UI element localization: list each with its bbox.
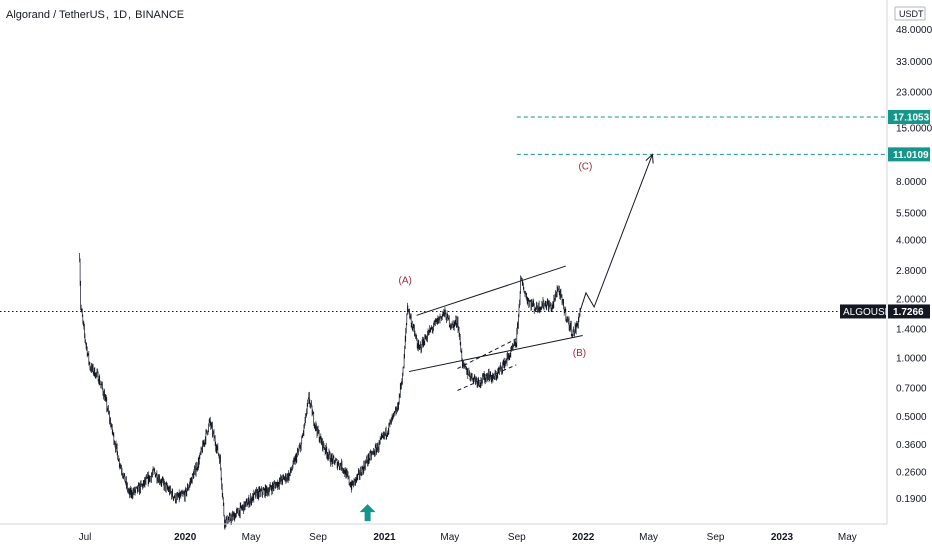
symbol-title: Algorand / TetherUS, 1D, BINANCE (6, 9, 185, 21)
price-tick-label: 48.0000 (896, 25, 932, 36)
price-tick-label: 0.7000 (896, 384, 927, 395)
price-tick-label: 0.3600 (896, 440, 927, 451)
unit-label: USDT (899, 9, 924, 19)
dashed-channel-line (457, 364, 517, 391)
price-tick-label: 0.2600 (896, 468, 927, 479)
time-tick-label: Sep (508, 532, 526, 543)
symbol-tag (840, 304, 886, 319)
price-tick-label: 23.0000 (896, 87, 932, 98)
time-tick-label: 2022 (572, 532, 595, 543)
projection-arrowhead (645, 153, 654, 164)
time-tick-label: 2021 (373, 532, 396, 543)
wave-label: (A) (399, 276, 412, 287)
price-tick-label: 1.0000 (896, 353, 927, 364)
channel-line (416, 265, 566, 316)
interval-label: 1D (112, 9, 128, 21)
wave-label: (C) (578, 162, 592, 173)
time-tick-label: May (838, 532, 857, 543)
price-tick-label: 33.0000 (896, 57, 932, 68)
target-price-tag (888, 147, 930, 162)
channel-line (408, 335, 583, 373)
price-tick-label: 0.5000 (896, 412, 927, 423)
price-tick-label: 5.5000 (896, 209, 927, 220)
time-tick-label: Sep (309, 532, 327, 543)
price-tick-label: 15.0000 (896, 124, 932, 135)
target-price-tag (888, 110, 930, 125)
target-price-label: 11.0109 (893, 150, 929, 161)
time-tick-label: May (242, 532, 261, 543)
time-tick-label: 2020 (174, 532, 197, 543)
price-tick-label: 1.4000 (896, 325, 927, 336)
time-tick-label: Jul (79, 532, 92, 543)
target-price-label: 17.1053 (893, 113, 930, 124)
last-price-tag (888, 304, 930, 319)
price-tick-label: 2.0000 (896, 295, 927, 306)
last-price-label: 1.7266 (893, 307, 924, 318)
price-tick-label: 8.0000 (896, 177, 927, 188)
symbol-tag-label: ALGOUSDT (843, 307, 898, 318)
unit-box (894, 6, 926, 21)
dashed-channel-line (457, 338, 517, 370)
time-tick-label: May (440, 532, 459, 543)
price-tick-label: 0.1900 (896, 494, 927, 505)
time-tick-label: Sep (707, 532, 725, 543)
price-tick-label: 2.8000 (896, 266, 927, 277)
time-tick-label: 2023 (771, 532, 794, 543)
price-tick-label: 4.0000 (896, 236, 927, 247)
projection-path (579, 154, 653, 312)
time-tick-label: May (639, 532, 658, 543)
wave-label: (B) (573, 348, 586, 359)
symbol-name: Algorand / TetherUS (6, 9, 105, 21)
buy-signal-arrow-icon (359, 504, 376, 522)
exchange-label: BINANCE (135, 9, 185, 21)
